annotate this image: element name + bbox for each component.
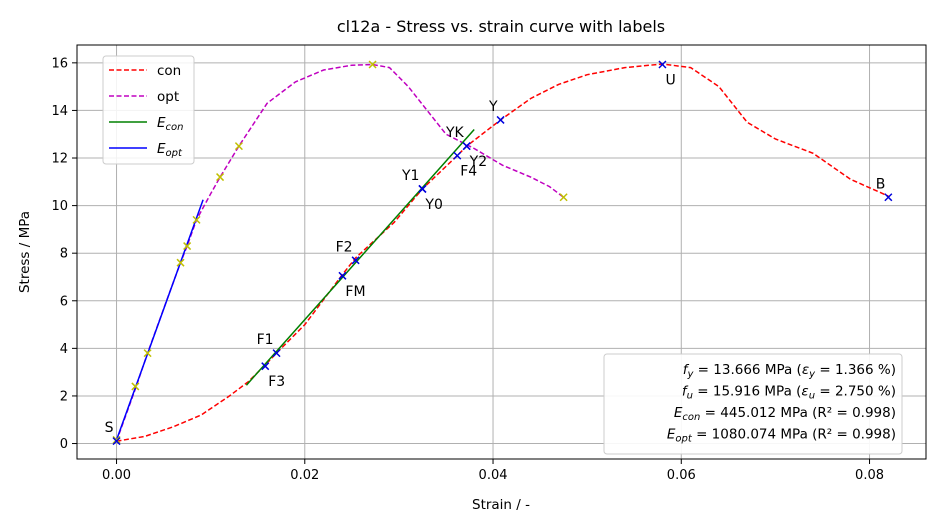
con-point-marker-b [884, 193, 893, 202]
legend-frame [102, 55, 195, 165]
point-label-s: S [105, 420, 114, 436]
opt-point-marker [192, 215, 201, 224]
con-point-marker-f1 [272, 349, 281, 358]
opt-point-marker [559, 193, 568, 202]
y-tick-label: 12 [51, 152, 68, 167]
info-box-frame [603, 353, 903, 455]
x-axis-label: Strain / - [472, 497, 530, 513]
marker-stroke [658, 60, 667, 69]
marker-stroke [496, 115, 505, 124]
opt-point-marker [176, 258, 185, 267]
con-point-marker-f2 [351, 256, 360, 265]
legend-label: con [157, 63, 181, 79]
x-tick-label: 0.00 [102, 468, 131, 483]
info-line: fy = 13.666 MPa (εy = 1.366 %) [683, 362, 896, 380]
con-point-marker-u [658, 60, 667, 69]
marker-stroke [112, 437, 121, 446]
x-tick-label: 0.02 [290, 468, 319, 483]
point-label-f2: F2 [336, 239, 353, 255]
marker-stroke [453, 151, 462, 160]
chart-title: cl12a - Stress vs. strain curve with lab… [337, 17, 665, 36]
point-label-y: Y [488, 99, 498, 115]
opt-point-marker [131, 382, 140, 391]
info-box: fy = 13.666 MPa (εy = 1.366 %) fu = 15.91… [603, 353, 903, 455]
point-label-yk: YK [445, 125, 465, 141]
x-tick-label: 0.06 [667, 468, 696, 483]
legend-label: Eopt [157, 141, 183, 159]
point-label-fm: FM [345, 284, 365, 300]
y-axis-label: Stress / MPa [17, 211, 33, 293]
con-point-marker-f3 [261, 362, 270, 371]
info-line: Econ = 445.012 MPa (R² = 0.998) [674, 405, 896, 423]
opt-point-marker [143, 349, 152, 358]
plot-frame [76, 44, 927, 460]
point-label-f3: F3 [268, 374, 285, 390]
con-point-marker-fm [338, 271, 347, 280]
con-point-marker-y0 [418, 184, 427, 193]
y-tick-label: 0 [60, 437, 68, 452]
point-label-f4: F4 [460, 164, 477, 180]
marker-stroke [418, 184, 427, 193]
point-label-f1: F1 [257, 332, 274, 348]
legend-label: opt [157, 89, 179, 105]
y-tick-label: 2 [60, 389, 68, 404]
grid [77, 45, 926, 459]
opt-point-marker [216, 173, 225, 182]
opt-point-marker [368, 60, 377, 69]
con-point-marker-y [496, 115, 505, 124]
con-point-marker-y2 [462, 142, 471, 151]
series-line-e-opt [115, 199, 204, 441]
marker-stroke [112, 435, 121, 444]
con-point-marker-f4 [453, 151, 462, 160]
y-tick-label: 10 [51, 199, 68, 214]
opt-point-marker [234, 142, 243, 151]
series-layer [115, 63, 889, 442]
con-point-marker-s [112, 437, 121, 446]
series-line-e-con [245, 129, 475, 386]
marker-stroke [143, 349, 152, 358]
marker-stroke [176, 258, 185, 267]
marker-stroke [368, 60, 377, 69]
marker-stroke [216, 173, 225, 182]
y-tick-label: 4 [60, 342, 68, 357]
axis-ticks: 0.00 0.02 0.04 0.06 0.08 0 2 4 6 8 10 12 14 16 [51, 56, 884, 483]
opt-point-marker [112, 435, 121, 444]
legend: con opt Econ Eopt [102, 55, 195, 165]
opt-point-marker [183, 242, 192, 251]
marker-stroke [234, 142, 243, 151]
point-label-y2: Y2 [469, 154, 487, 170]
legend-label: Econ [157, 115, 184, 133]
point-label-b: B [876, 176, 886, 192]
marker-stroke [559, 193, 568, 202]
marker-stroke [131, 382, 140, 391]
point-label-y1: Y1 [401, 168, 419, 184]
marker-stroke [884, 193, 893, 202]
x-tick-label: 0.08 [855, 468, 884, 483]
y-tick-label: 8 [60, 247, 68, 262]
info-line: Eopt = 1080.074 MPa (R² = 0.998) [667, 427, 896, 445]
marker-stroke [192, 215, 201, 224]
series-line-con [116, 63, 889, 442]
marker-stroke [338, 271, 347, 280]
marker-stroke [351, 256, 360, 265]
y-tick-label: 6 [60, 294, 68, 309]
info-line: fu = 15.916 MPa (εu = 2.750 %) [682, 384, 896, 402]
marker-stroke [261, 362, 270, 371]
marker-stroke [462, 142, 471, 151]
y-tick-label: 14 [51, 104, 68, 119]
marker-stroke [183, 242, 192, 251]
point-label-y0: Y0 [424, 197, 442, 213]
point-label-u: U [665, 73, 675, 89]
y-tick-label: 16 [51, 56, 68, 71]
x-tick-label: 0.04 [479, 468, 508, 483]
marker-stroke [272, 349, 281, 358]
